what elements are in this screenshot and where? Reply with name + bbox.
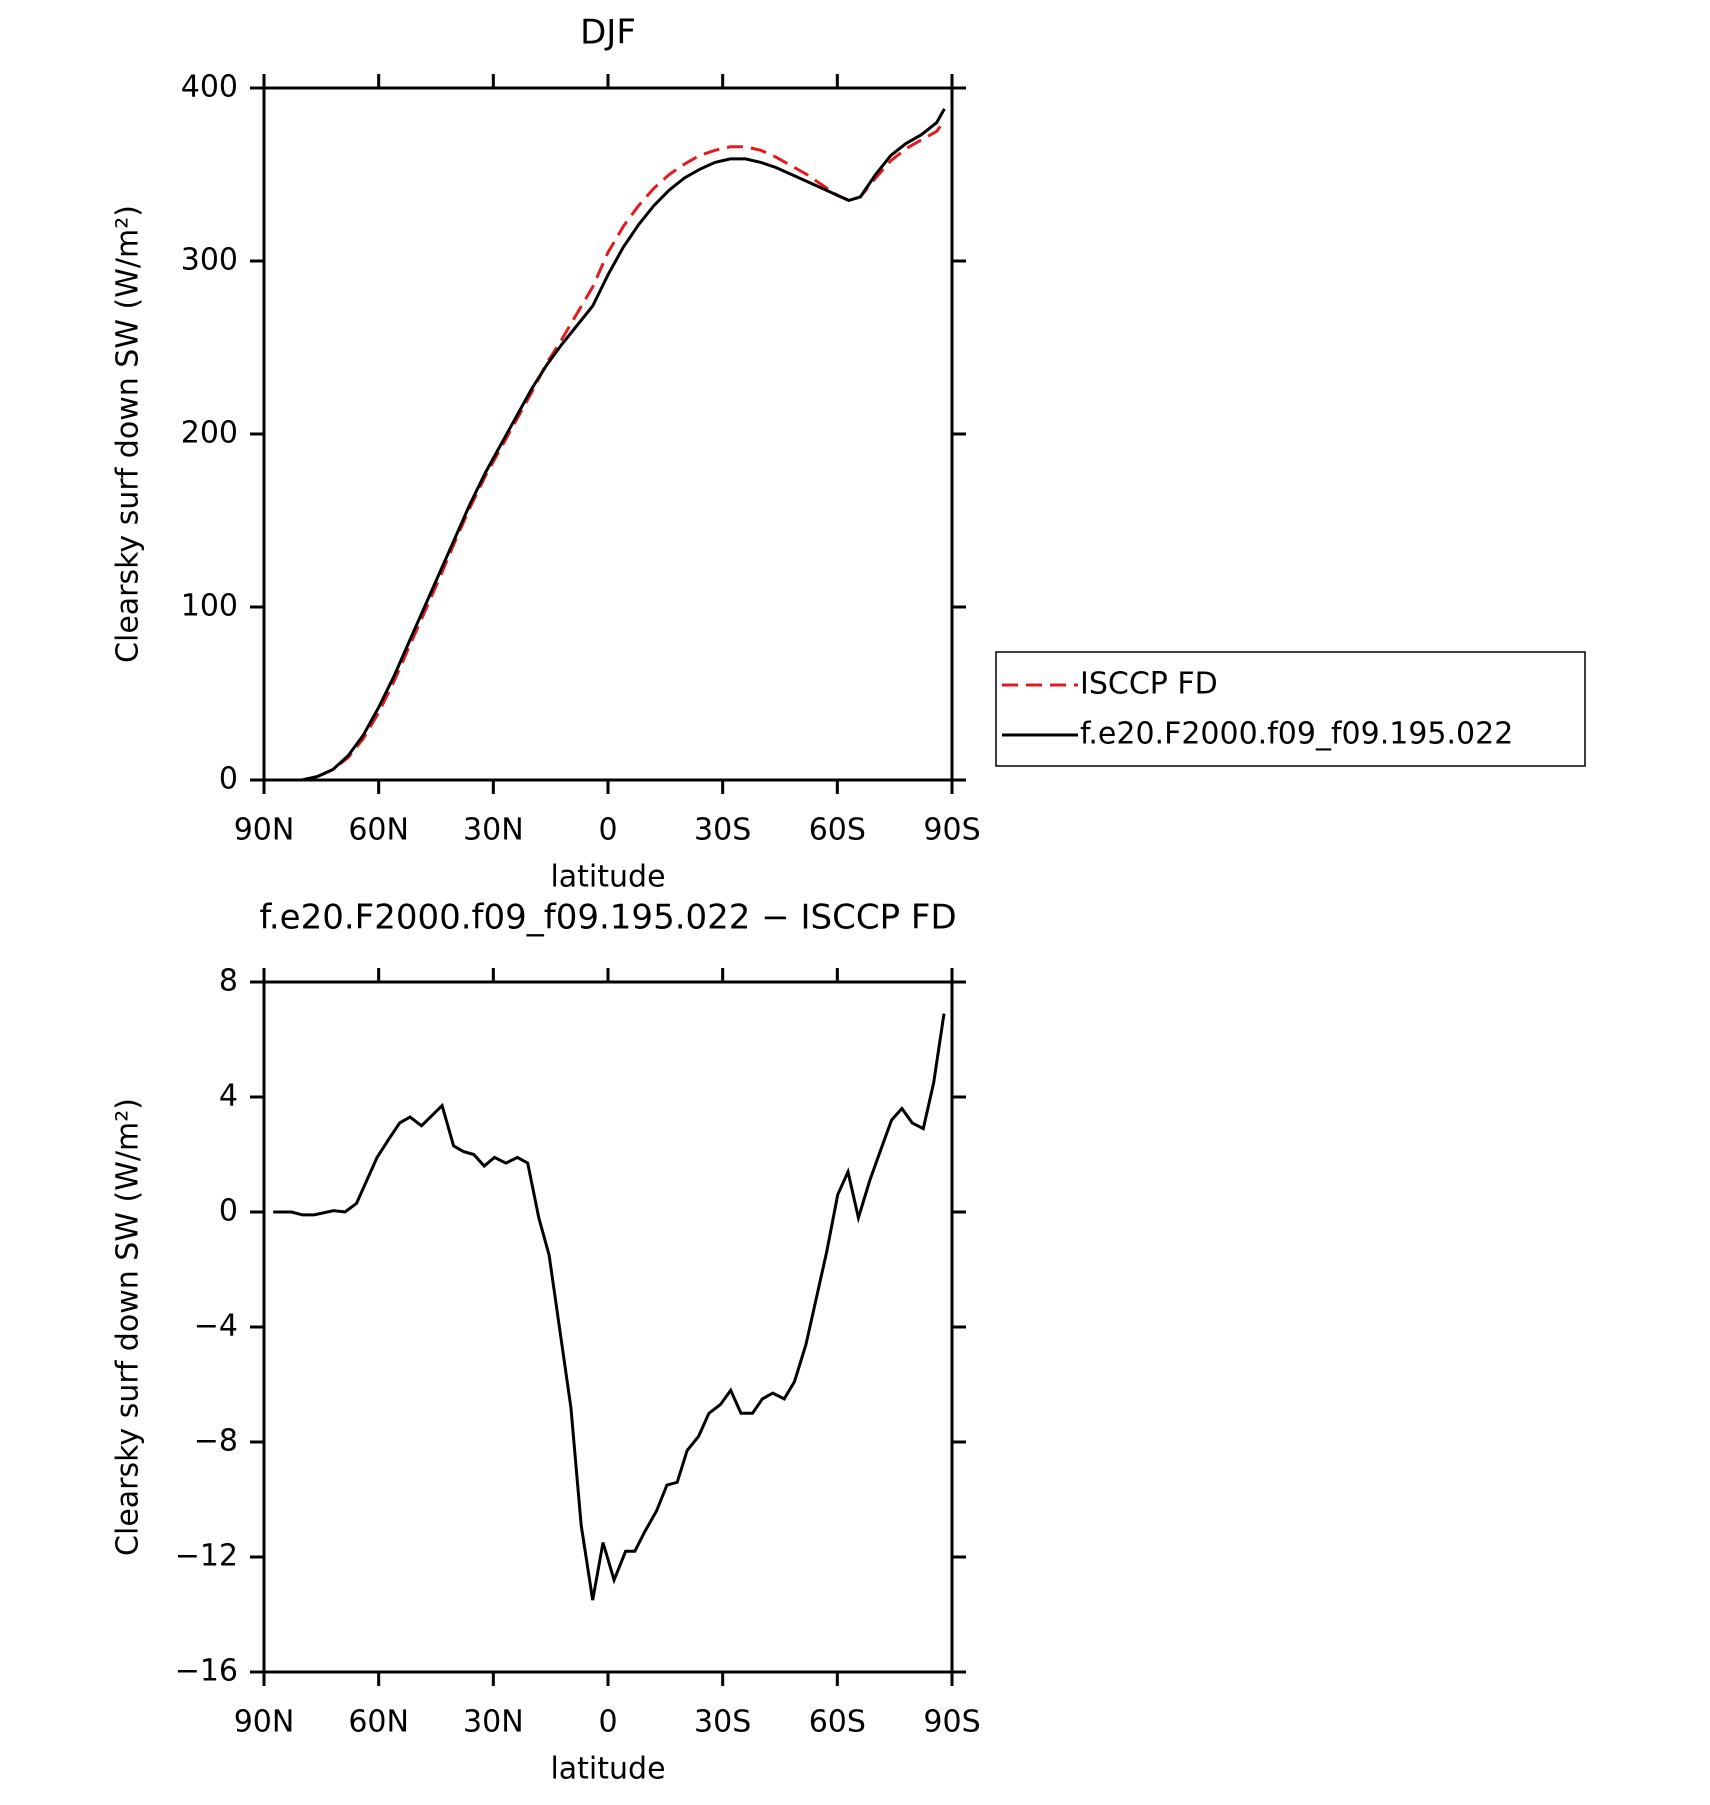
x-tick-label: 60S (809, 813, 866, 848)
y-tick-label: 0 (219, 1194, 238, 1229)
legend-label: f.e20.F2000.f09_f09.195.022 (1080, 717, 1513, 752)
y-tick-label: 400 (181, 70, 238, 105)
data-line (273, 1013, 946, 1601)
legend-label: ISCCP FD (1080, 667, 1218, 702)
x-tick-label: 90N (234, 813, 295, 848)
x-axis-label: latitude (550, 1752, 665, 1787)
y-tick-label: −4 (194, 1309, 238, 1344)
y-axis-label: Clearsky surf down SW (W/m²) (111, 205, 146, 663)
y-tick-label: −16 (175, 1654, 238, 1689)
x-tick-label: 0 (598, 1705, 617, 1740)
x-tick-label: 60N (348, 813, 409, 848)
x-tick-label: 90S (923, 1705, 980, 1740)
x-axis-label: latitude (550, 860, 665, 895)
x-tick-label: 30N (463, 813, 524, 848)
plot-frame (262, 980, 954, 1674)
chart-title: f.e20.F2000.f09_f09.195.022 − ISCCP FD (259, 898, 956, 938)
y-tick-label: −12 (175, 1539, 238, 1574)
x-tick-label: 90S (923, 813, 980, 848)
chart-title: DJF (580, 13, 636, 53)
x-tick-label: 30N (463, 1705, 524, 1740)
y-tick-label: 300 (181, 243, 238, 278)
y-tick-label: 100 (181, 589, 238, 624)
x-tick-label: 60N (348, 1705, 409, 1740)
legend-box (995, 651, 1586, 767)
y-axis-label: Clearsky surf down SW (W/m²) (111, 1098, 146, 1556)
plot-frame (262, 86, 954, 782)
data-line (271, 108, 946, 782)
x-tick-label: 90N (234, 1705, 295, 1740)
x-tick-label: 30S (694, 1705, 751, 1740)
y-tick-label: 8 (219, 964, 238, 999)
x-tick-label: 60S (809, 1705, 866, 1740)
x-tick-label: 30S (694, 813, 751, 848)
y-tick-label: 200 (181, 416, 238, 451)
y-tick-label: −8 (194, 1424, 238, 1459)
y-tick-label: 0 (219, 762, 238, 797)
y-tick-label: 4 (219, 1079, 238, 1114)
data-line (271, 120, 946, 782)
x-tick-label: 0 (598, 813, 617, 848)
